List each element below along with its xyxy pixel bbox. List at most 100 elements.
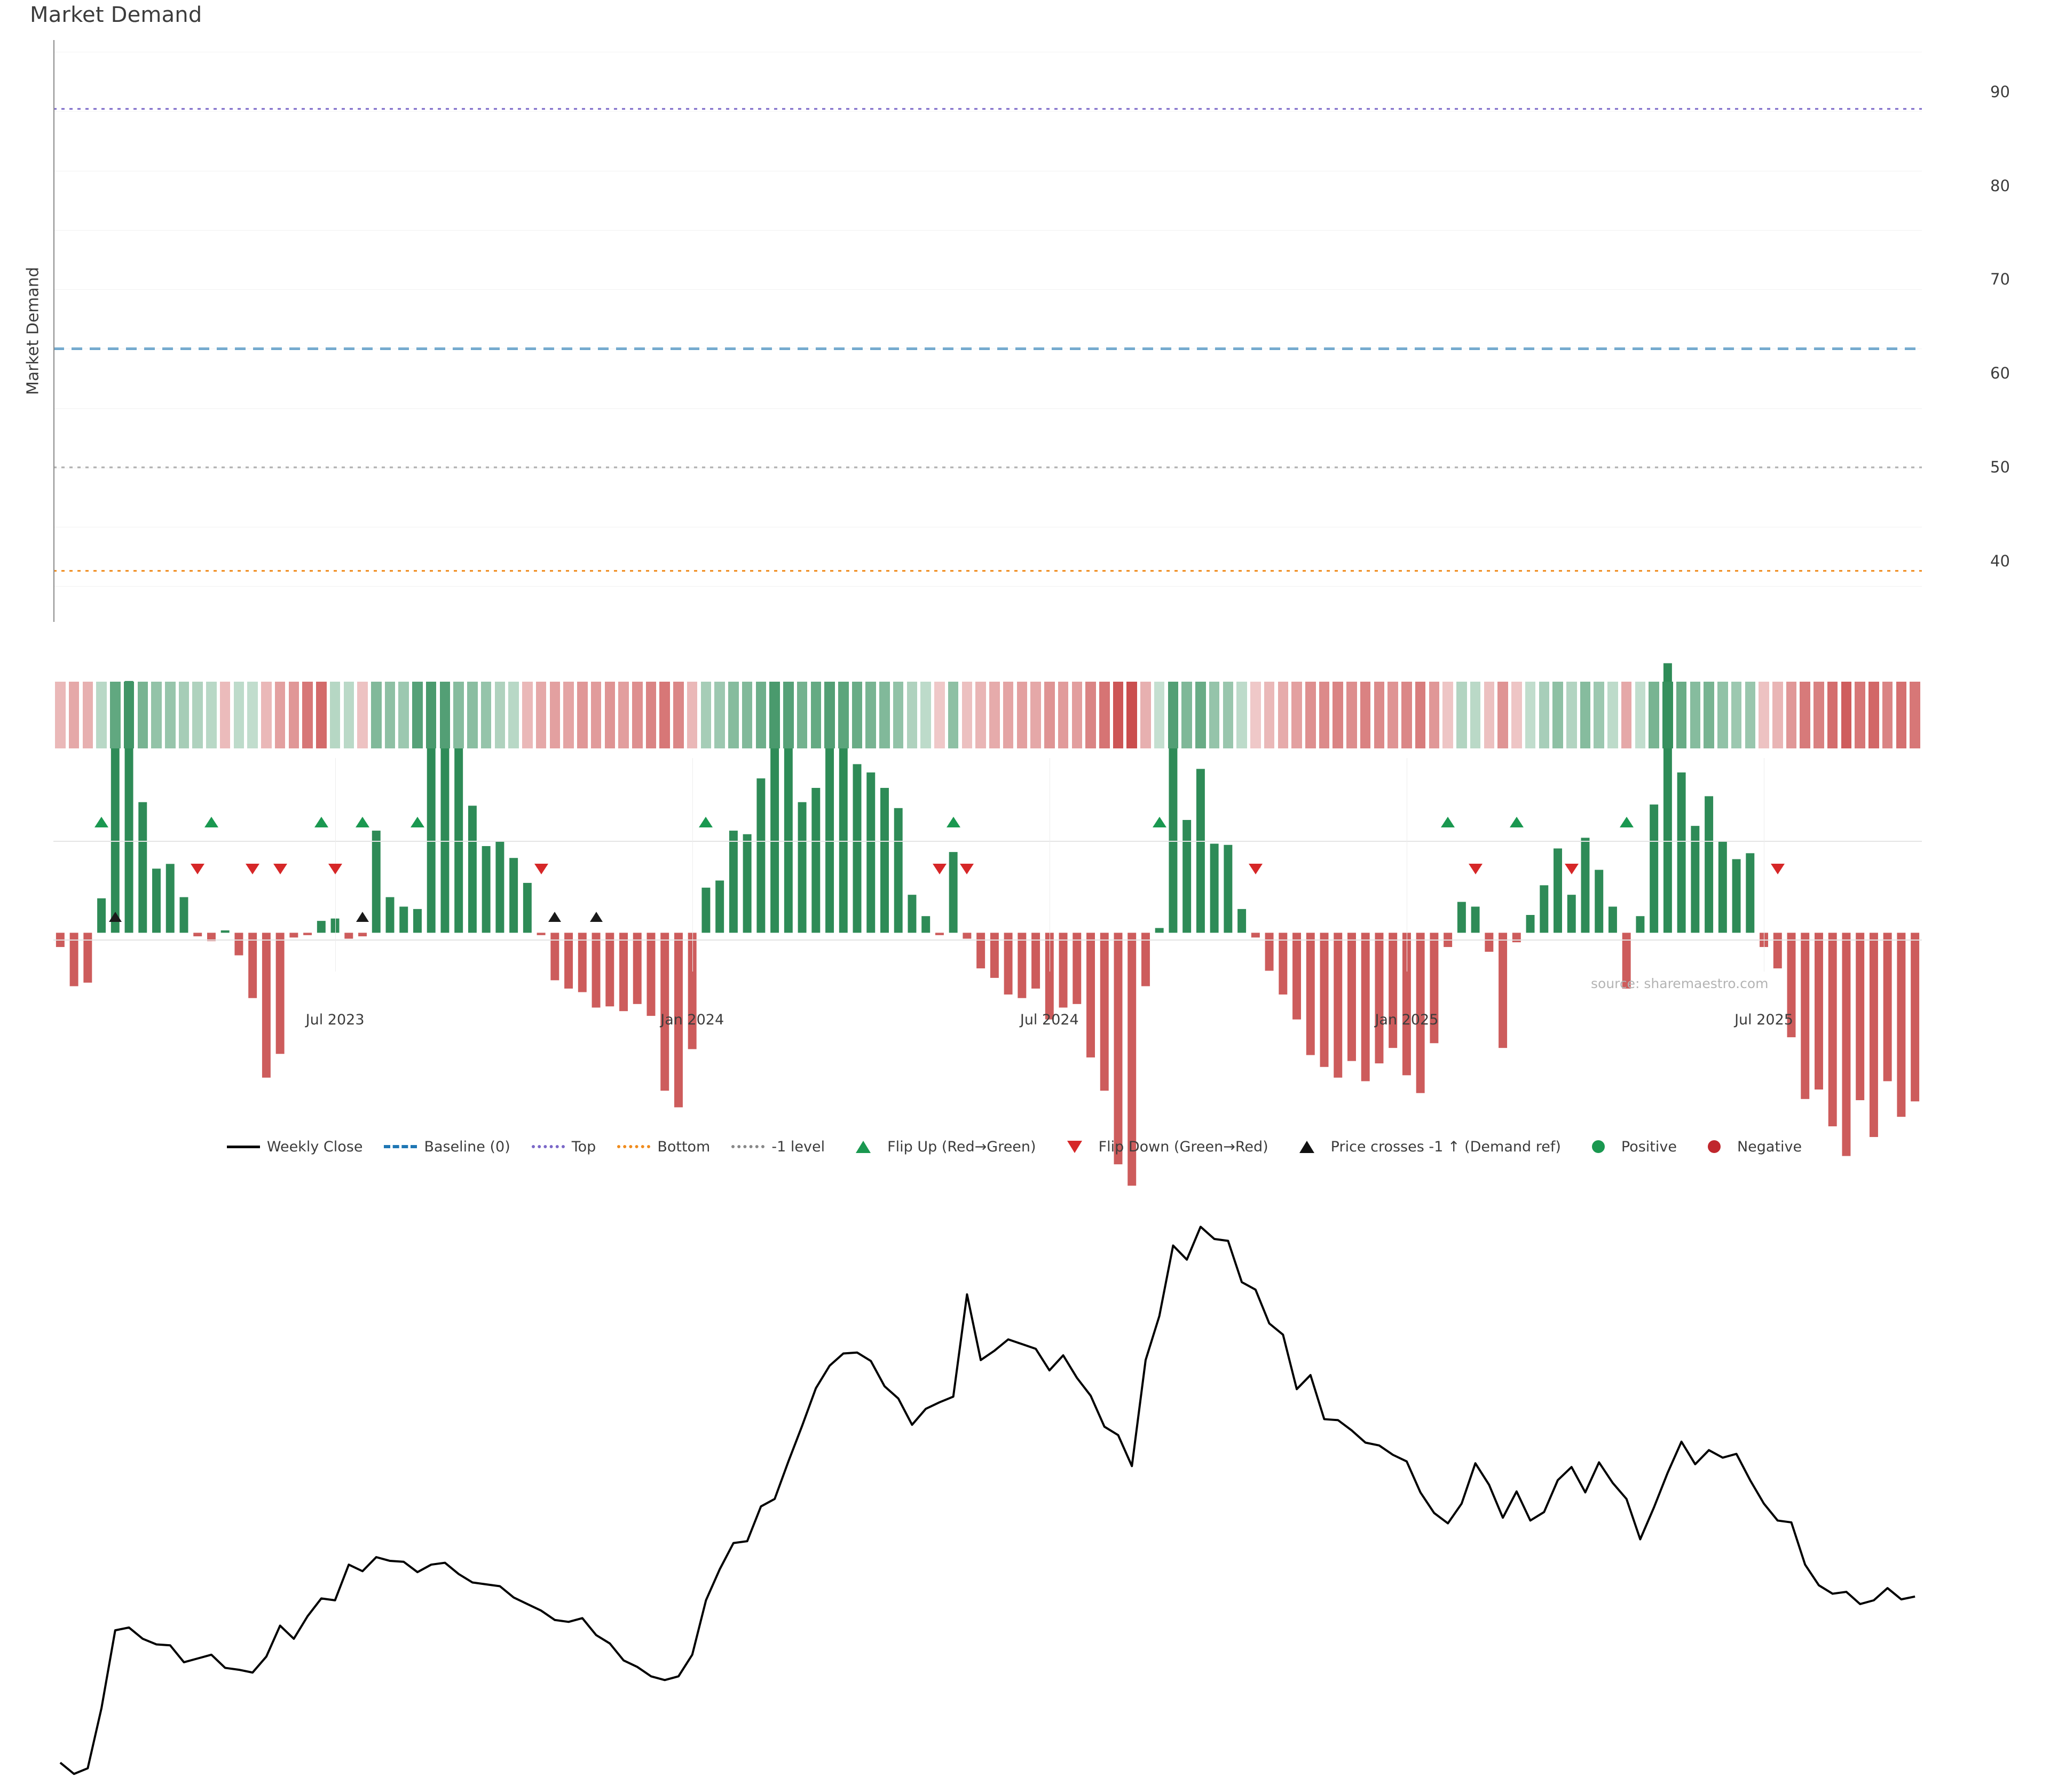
legend-label: Bottom bbox=[657, 1138, 711, 1155]
demand-bar bbox=[1004, 933, 1013, 995]
demand-bar bbox=[482, 846, 491, 933]
demand-bar bbox=[97, 898, 106, 933]
demand-bar bbox=[1842, 933, 1851, 1156]
gridline bbox=[53, 408, 1922, 409]
flip-down-marker bbox=[960, 864, 974, 874]
demand-bar bbox=[317, 921, 326, 933]
heatmap-cell bbox=[577, 682, 588, 748]
demand-bar bbox=[564, 933, 573, 989]
legend-swatch-icon bbox=[856, 1140, 871, 1153]
heatmap-cell bbox=[1731, 682, 1742, 748]
heatmap-cell bbox=[192, 682, 203, 748]
legend-item[interactable]: Bottom bbox=[617, 1139, 710, 1155]
demand-bar bbox=[523, 882, 532, 933]
legend-item[interactable]: Flip Down (Green→Red) bbox=[1058, 1139, 1268, 1155]
x-axis-ticks: Jul 2023 Jan 2024 Jul 2024 Jan 2025 Jul 2025 bbox=[53, 1012, 1922, 1038]
demand-bar bbox=[963, 933, 972, 939]
demand-bar bbox=[894, 808, 903, 933]
demand-bar bbox=[1595, 870, 1604, 933]
heatmap-cell bbox=[1855, 682, 1865, 748]
demand-bar bbox=[179, 897, 188, 933]
heatmap-cell bbox=[343, 682, 354, 748]
heatmap-cell bbox=[316, 682, 327, 748]
legend-item[interactable]: Weekly Close bbox=[226, 1139, 362, 1155]
y-axis-right-tick-label: 60 bbox=[1990, 364, 2010, 383]
demand-bar bbox=[111, 715, 120, 933]
heatmap-cell bbox=[439, 682, 451, 748]
heatmap-cell bbox=[989, 682, 1000, 748]
heatmap-cell bbox=[1910, 682, 1920, 748]
x-axis-tick-label: Jul 2024 bbox=[1020, 1012, 1079, 1028]
heatmap-cell bbox=[879, 682, 890, 748]
demand-bar bbox=[385, 897, 395, 933]
heatmap-cell bbox=[1415, 682, 1426, 748]
heatmap-cell bbox=[1250, 682, 1261, 748]
heatmap-cell bbox=[123, 682, 135, 748]
legend-item[interactable]: Baseline (0) bbox=[384, 1139, 510, 1155]
legend-item[interactable]: Top bbox=[531, 1139, 596, 1155]
heatmap-cell bbox=[590, 682, 602, 748]
legend-label: Baseline (0) bbox=[424, 1138, 510, 1155]
weekly-close-polyline bbox=[59, 1226, 1915, 1775]
price-cross-marker bbox=[356, 912, 369, 922]
demand-bar bbox=[1155, 928, 1164, 933]
heatmap-cell bbox=[1154, 682, 1165, 748]
flip-up-marker bbox=[1152, 817, 1166, 827]
heatmap-cell bbox=[1236, 682, 1247, 748]
demand-bar bbox=[289, 933, 298, 938]
demand-bar bbox=[1306, 933, 1315, 1055]
heatmap-cell bbox=[1525, 682, 1536, 748]
demand-bar bbox=[908, 895, 917, 933]
heatmap-cell bbox=[1058, 682, 1069, 748]
heatmap-cell bbox=[110, 682, 121, 748]
demand-bar bbox=[1128, 933, 1137, 1186]
legend-swatch-icon bbox=[531, 1145, 565, 1148]
heatmap-cell bbox=[1786, 682, 1797, 748]
reference-lines bbox=[53, 108, 1922, 572]
demand-bar bbox=[949, 852, 958, 933]
heatmap-cell bbox=[480, 682, 492, 748]
legend-item[interactable]: Negative bbox=[1698, 1139, 1802, 1155]
y-axis-right-tick-label: 40 bbox=[1990, 551, 2010, 570]
demand-bar bbox=[880, 787, 889, 933]
legend-item[interactable]: Flip Up (Red→Green) bbox=[846, 1139, 1036, 1155]
demand-bar bbox=[275, 933, 285, 1054]
heatmap-cell bbox=[1044, 682, 1055, 748]
heatmap-cell bbox=[412, 682, 423, 748]
heatmap-cell bbox=[1030, 682, 1041, 748]
heatmap-cell bbox=[206, 682, 217, 748]
demand-bar bbox=[1375, 933, 1384, 1064]
flip-up-marker bbox=[1509, 817, 1524, 827]
demand-bar bbox=[1650, 804, 1659, 933]
demand-bar bbox=[454, 704, 463, 933]
heatmap-cell bbox=[1264, 682, 1275, 748]
heatmap-cell bbox=[467, 682, 478, 748]
heatmap-cell bbox=[1484, 682, 1495, 748]
heatmap-cell bbox=[1099, 682, 1110, 748]
demand-bar bbox=[798, 802, 807, 933]
heatmap-cell bbox=[838, 682, 849, 748]
demand-bar bbox=[509, 858, 518, 933]
heatmap-cell bbox=[233, 682, 245, 748]
price-cross-marker bbox=[548, 912, 562, 922]
demand-bar bbox=[1347, 933, 1356, 1061]
demand-bar bbox=[1718, 841, 1727, 933]
heatmap-cell bbox=[1332, 682, 1344, 748]
demand-bar bbox=[756, 778, 766, 933]
heatmap-cell bbox=[1085, 682, 1096, 748]
legend-item[interactable]: Positive bbox=[1582, 1139, 1677, 1155]
heatmap-cell bbox=[1607, 682, 1618, 748]
demand-bar bbox=[1608, 906, 1617, 933]
demand-bar bbox=[976, 933, 985, 969]
demand-bar bbox=[633, 933, 642, 1004]
heatmap-cell bbox=[425, 682, 437, 748]
heatmap-cell bbox=[1621, 682, 1632, 748]
heatmap-cell bbox=[384, 682, 396, 748]
legend-item[interactable]: -1 level bbox=[731, 1139, 825, 1155]
demand-bar bbox=[537, 933, 546, 935]
heatmap-cell bbox=[1470, 682, 1481, 748]
demand-bar bbox=[1554, 848, 1562, 933]
heatmap-cell bbox=[755, 682, 767, 748]
demand-bar bbox=[1361, 933, 1370, 1081]
legend-item[interactable]: Price crosses -1 ↑ (Demand ref) bbox=[1290, 1139, 1561, 1155]
